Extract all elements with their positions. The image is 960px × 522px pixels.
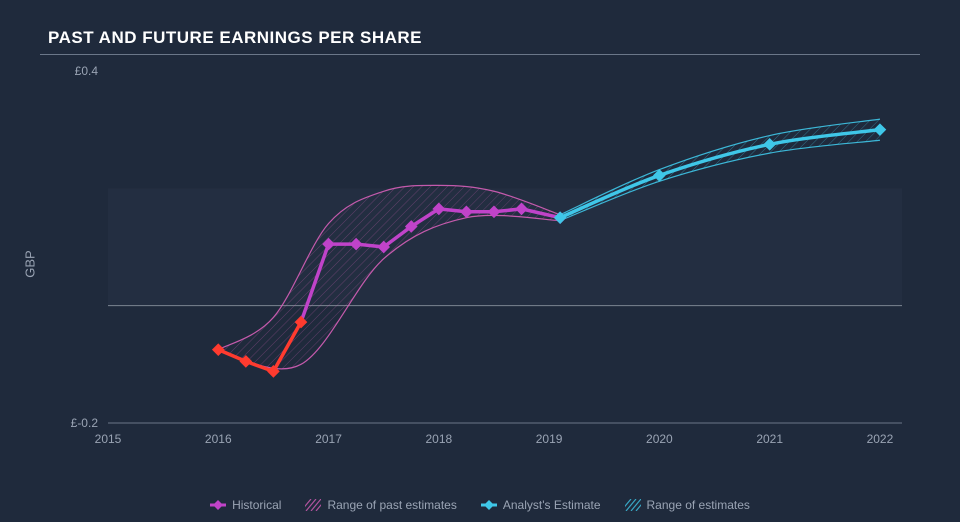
title-rule (40, 54, 920, 55)
chart-svg: £-0.2 £0.4 2015 2016 2017 2018 2019 2020 2021 202… (40, 59, 920, 469)
legend-item: Historical (210, 498, 281, 512)
legend-hatch-icon (625, 499, 641, 511)
legend-hatch-icon (305, 499, 321, 511)
legend-diamond-icon (481, 499, 497, 511)
x-tick-label: 2015 (95, 432, 122, 446)
legend-label: Historical (232, 498, 281, 512)
x-tick-label: 2020 (646, 432, 673, 446)
y-tick-label: £0.4 (75, 64, 99, 78)
legend-label: Range of estimates (647, 498, 750, 512)
x-tick-label: 2016 (205, 432, 232, 446)
legend-item: Analyst's Estimate (481, 498, 601, 512)
eps-chart-container: PAST AND FUTURE EARNINGS PER SHARE GBP £… (0, 0, 960, 522)
x-tick-label: 2017 (315, 432, 342, 446)
legend-label: Range of past estimates (327, 498, 456, 512)
x-tick-label: 2022 (867, 432, 894, 446)
chart-legend: Historical Range of past estimates Analyst… (0, 498, 960, 512)
legend-item: Range of estimates (625, 498, 750, 512)
x-tick-label: 2018 (425, 432, 452, 446)
plot-area: GBP £-0.2£0.4201520162017201820192020202… (40, 59, 920, 469)
chart-title: PAST AND FUTURE EARNINGS PER SHARE (48, 28, 920, 48)
legend-item: Range of past estimates (305, 498, 456, 512)
x-tick-label: 2019 (536, 432, 563, 446)
legend-label: Analyst's Estimate (503, 498, 601, 512)
x-tick-label: 2021 (756, 432, 783, 446)
y-axis-label: GBP (23, 250, 38, 277)
y-tick-label: £-0.2 (71, 416, 99, 430)
legend-diamond-icon (210, 499, 226, 511)
